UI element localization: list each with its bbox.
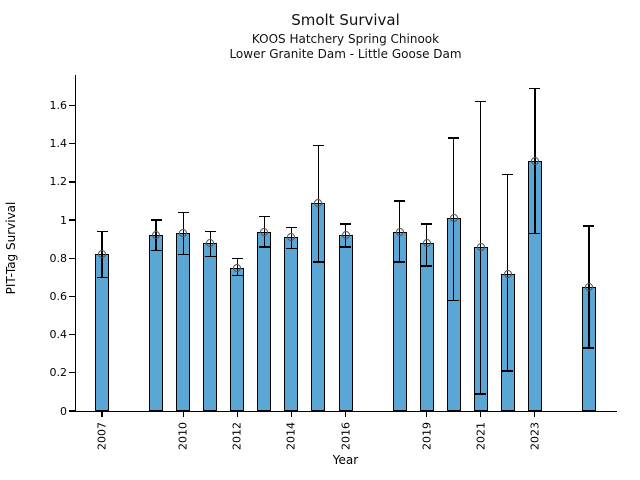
- y-tick-label: 0.8: [49, 251, 68, 265]
- error-cap-low-2007: [96, 276, 108, 279]
- x-tick-label: 2010: [176, 422, 190, 450]
- point-marker-2025: [584, 282, 593, 291]
- x-tick-mark: [182, 412, 184, 417]
- plot-area: [75, 75, 617, 412]
- y-tick-mark: [69, 295, 75, 298]
- x-tick-mark: [480, 412, 482, 417]
- error-cap-high-2025: [583, 225, 595, 227]
- y-tick-label: 0.4: [49, 328, 68, 342]
- y-tick-mark: [69, 257, 75, 259]
- x-axis-label: Year: [332, 453, 359, 467]
- x-tick-mark: [101, 412, 103, 417]
- chart-subtitle-line1: KOOS Hatchery Spring Chinook: [251, 32, 440, 46]
- point-marker-2015: [314, 198, 323, 207]
- x-tick-label: 2014: [284, 422, 298, 450]
- x-tick-label: 2023: [528, 422, 542, 450]
- error-cap-low-2022: [502, 370, 514, 372]
- y-tick-mark: [69, 181, 75, 183]
- error-cap-high-2022: [502, 173, 514, 175]
- point-marker-2010: [179, 229, 188, 238]
- error-cap-low-2023: [529, 232, 541, 235]
- error-cap-low-2015: [312, 261, 324, 263]
- y-axis-label: PIT-Tag Survival: [4, 201, 18, 295]
- point-marker-2019: [422, 239, 431, 247]
- x-tick-mark: [290, 412, 293, 417]
- bar-2014: [284, 237, 299, 411]
- bar-2019: [419, 243, 434, 411]
- error-cap-high-2023: [529, 87, 541, 90]
- point-marker-2018: [395, 227, 404, 236]
- point-marker-2007: [98, 250, 107, 259]
- y-tick-label: 1: [60, 213, 67, 227]
- point-marker-2023: [530, 156, 539, 165]
- y-tick-label: 1.6: [49, 99, 68, 113]
- error-cap-high-2010: [177, 211, 189, 214]
- y-tick-mark: [69, 410, 75, 412]
- error-cap-low-2009: [150, 249, 162, 252]
- y-tick-label: 0.2: [49, 366, 68, 380]
- point-marker-2014: [287, 233, 296, 242]
- x-tick-label: 2016: [339, 422, 352, 450]
- error-cap-low-2025: [583, 347, 595, 349]
- error-cap-low-2019: [421, 265, 433, 267]
- chart-subtitle-line2: Lower Granite Dam - Little Goose Dam: [229, 47, 462, 61]
- y-tick-label: 0: [60, 404, 67, 418]
- error-cap-low-2016: [340, 246, 351, 248]
- point-marker-2011: [206, 239, 215, 247]
- y-tick-label: 1.2: [49, 175, 68, 189]
- error-cap-low-2020: [448, 299, 460, 301]
- error-cap-low-2021: [475, 393, 487, 395]
- point-marker-2013: [260, 227, 269, 236]
- error-cap-high-2007: [96, 230, 108, 233]
- bar-2009: [149, 235, 164, 411]
- y-tick-mark: [69, 143, 75, 145]
- y-tick-mark: [69, 372, 75, 374]
- bar-2012: [230, 267, 245, 411]
- y-tick-mark: [69, 333, 75, 336]
- error-cap-high-2014: [285, 227, 297, 229]
- x-tick-label: 2021: [474, 422, 488, 450]
- error-cap-high-2015: [312, 144, 324, 147]
- error-cap-high-2018: [394, 200, 406, 202]
- x-tick-mark: [236, 412, 238, 417]
- x-tick-label: 2012: [230, 422, 244, 450]
- error-cap-low-2010: [177, 253, 189, 256]
- bar-2016: [338, 235, 353, 411]
- point-marker-2022: [503, 269, 512, 278]
- error-cap-low-2011: [204, 255, 216, 258]
- error-cap-high-2020: [448, 137, 460, 139]
- error-cap-low-2013: [258, 246, 270, 248]
- error-cap-low-2014: [285, 248, 297, 250]
- error-cap-high-2013: [258, 215, 270, 217]
- x-tick-mark: [426, 412, 428, 417]
- y-tick-mark: [69, 219, 75, 221]
- y-tick-label: 1.4: [49, 137, 68, 151]
- point-marker-2021: [476, 242, 485, 251]
- point-marker-2009: [152, 231, 161, 240]
- chart-title: Smolt Survival: [291, 11, 400, 29]
- error-cap-high-2011: [204, 230, 216, 233]
- x-tick-label: 2019: [420, 422, 434, 450]
- error-cap-high-2021: [475, 101, 487, 103]
- x-tick-mark: [344, 412, 347, 417]
- error-cap-high-2012: [231, 257, 243, 259]
- y-tick-label: 0.6: [49, 289, 68, 303]
- bar-2010: [176, 233, 191, 411]
- bar-2013: [257, 231, 272, 411]
- point-marker-2020: [449, 214, 458, 223]
- error-cap-high-2019: [421, 223, 433, 225]
- x-tick-label: 2007: [95, 422, 109, 450]
- point-marker-2016: [341, 231, 350, 240]
- bar-2011: [203, 243, 218, 411]
- error-cap-high-2009: [150, 219, 162, 221]
- point-marker-2012: [233, 263, 242, 272]
- y-tick-mark: [69, 104, 75, 107]
- error-cap-high-2016: [340, 223, 351, 225]
- error-cap-low-2012: [231, 274, 243, 277]
- error-cap-low-2018: [394, 261, 406, 263]
- x-tick-mark: [534, 412, 536, 417]
